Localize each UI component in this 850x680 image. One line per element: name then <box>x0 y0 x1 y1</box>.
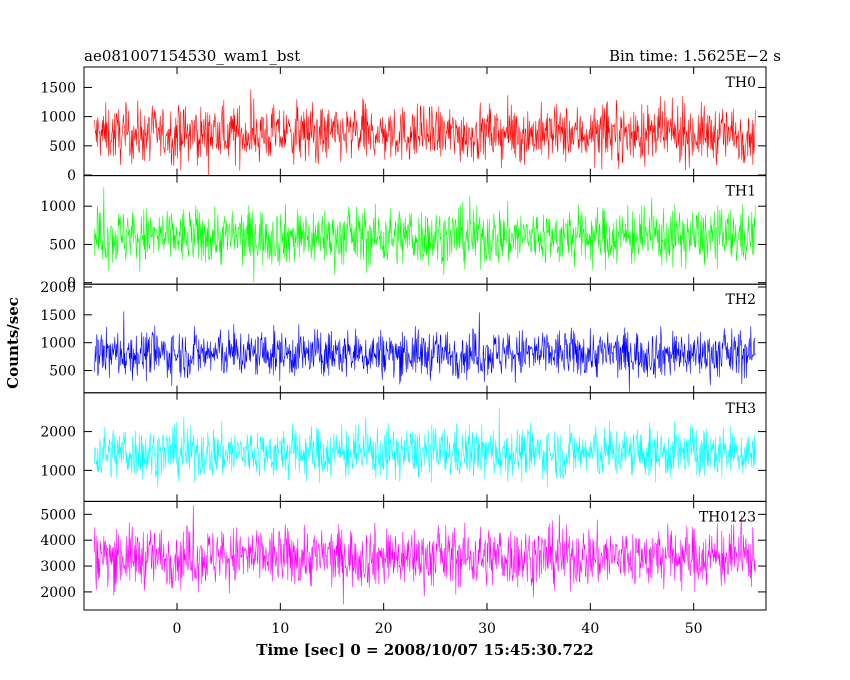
panel-label-th1: TH1 <box>726 184 756 200</box>
y-axis-title: Counts/sec <box>4 297 22 389</box>
panel-th0: 0 500 1000 1500 TH0 <box>40 66 767 184</box>
y-tick-label: 2000 <box>40 280 76 296</box>
panel-label-th2: TH2 <box>726 292 756 308</box>
x-tick-label: 40 <box>581 621 599 637</box>
series-line-th1 <box>94 187 756 283</box>
y-tick-label: 500 <box>49 139 76 155</box>
y-tick-label: 500 <box>49 237 76 253</box>
panel-label-th0123: TH0123 <box>699 509 756 525</box>
panel-frame <box>83 283 767 394</box>
y-tick-label: 5000 <box>40 507 76 523</box>
y-tick-label: 1000 <box>40 110 76 126</box>
y-tick-label: 3000 <box>40 559 76 575</box>
x-tick-label: 10 <box>271 621 289 637</box>
y-tick-label: 1000 <box>40 336 76 352</box>
x-tick-label: 20 <box>375 621 393 637</box>
y-tick-label: 4000 <box>40 533 76 549</box>
y-tick-label: 2000 <box>40 425 76 441</box>
series-line-th2 <box>94 311 756 392</box>
y-tick-label: 1500 <box>40 80 76 96</box>
x-tick-label: 0 <box>173 621 182 637</box>
panel-th0123: 2000 3000 4000 5000 TH0123 <box>40 500 767 611</box>
panel-label-th0: TH0 <box>726 75 756 91</box>
chart-subtitle: Bin time: 1.5625E−2 s <box>609 47 781 65</box>
panels-group: 0 500 1000 1500 TH0 0 500 1000 TH1 500 1000 1500 200… <box>40 66 767 611</box>
panel-th3: 1000 2000 TH3 <box>40 392 767 502</box>
y-tick-label: 1000 <box>40 463 76 479</box>
series-line-th0 <box>94 89 756 176</box>
panel-th2: 500 1000 1500 2000 TH2 <box>40 280 767 394</box>
series-line-th0123 <box>94 505 756 605</box>
y-tick-label: 0 <box>67 276 76 292</box>
chart-title: ae081007154530_wam1_bst <box>84 47 300 65</box>
y-tick-label: 500 <box>49 364 76 380</box>
x-tick-label: 50 <box>685 621 703 637</box>
y-tick-label: 1000 <box>40 199 76 215</box>
panel-label-th3: TH3 <box>726 401 756 417</box>
y-tick-label: 1500 <box>40 308 76 324</box>
x-axis-tick-labels: 0 10 20 30 40 50 <box>173 621 703 637</box>
y-tick-label: 0 <box>67 168 76 184</box>
panel-frame <box>83 500 767 611</box>
x-axis-title: Time [sec] 0 = 2008/10/07 15:45:30.722 <box>256 641 593 659</box>
panel-frame <box>83 66 767 177</box>
panel-th1: 0 500 1000 TH1 <box>40 175 767 292</box>
x-tick-label: 30 <box>478 621 496 637</box>
y-tick-label: 2000 <box>40 585 76 601</box>
series-line-th3 <box>94 407 756 488</box>
